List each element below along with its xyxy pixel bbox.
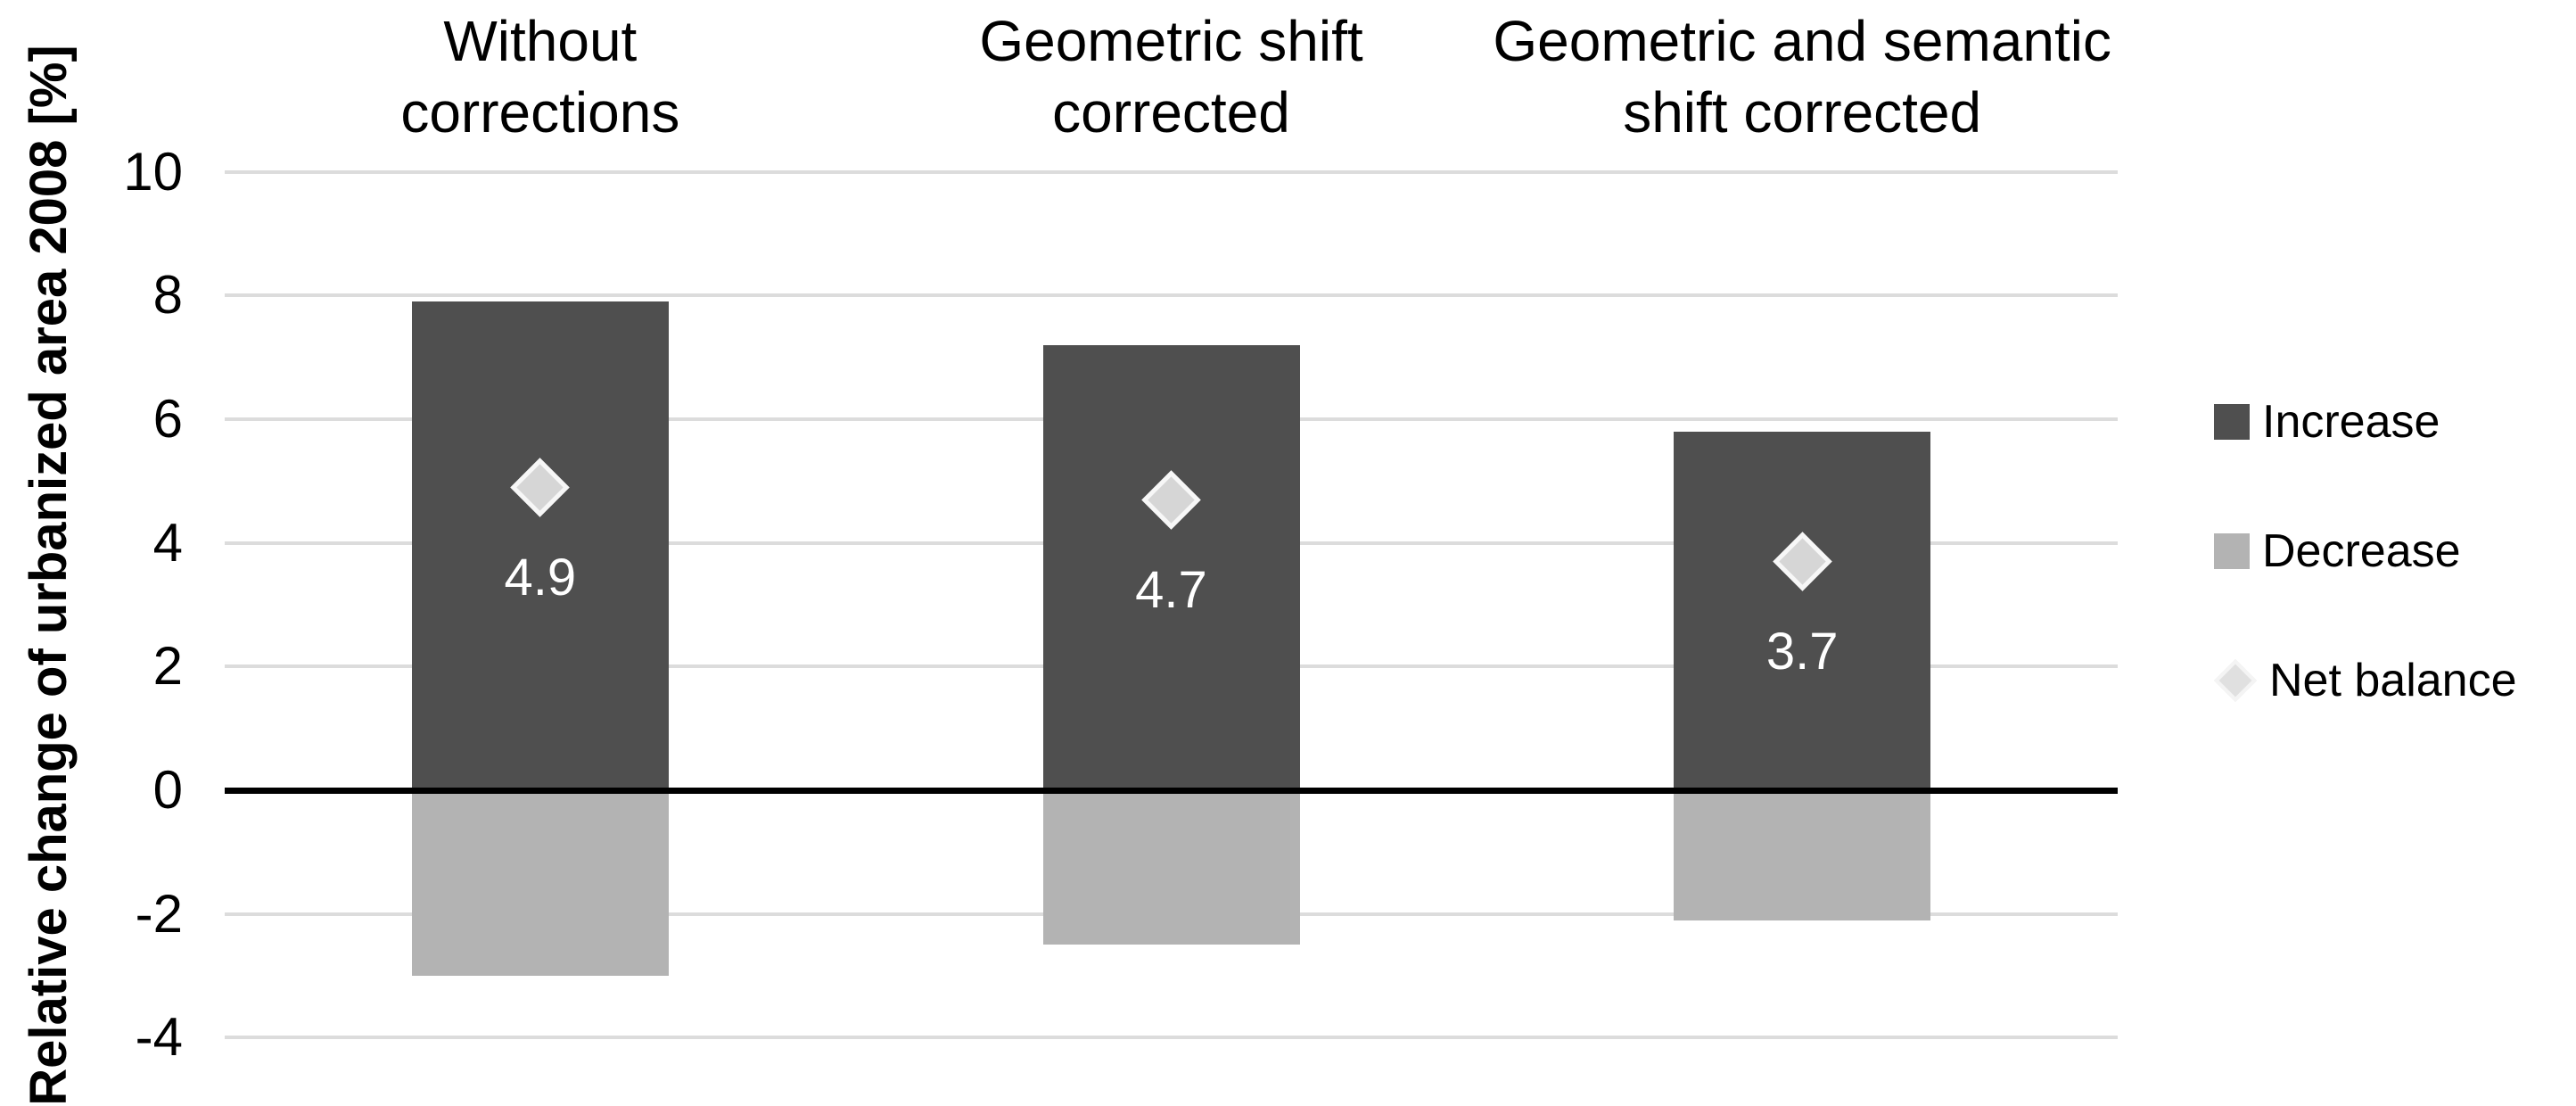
increase-bar — [1042, 344, 1300, 790]
y-tick-label: 8 — [152, 265, 183, 326]
y-tick-label: 2 — [152, 636, 183, 697]
y-tick-label: 6 — [152, 388, 183, 449]
y-tick-label: 10 — [123, 141, 183, 202]
legend-item-net-balance: Net balance — [2213, 654, 2517, 707]
legend-item-decrease: Decrease — [2214, 524, 2461, 578]
y-tick-label: -4 — [135, 1007, 183, 1068]
net-balance-label: 3.7 — [1765, 623, 1839, 681]
net-balance-label: 4.9 — [504, 549, 577, 607]
y-tick-label: 4 — [152, 512, 183, 573]
net-balance-marker-icon — [2213, 658, 2258, 703]
category-header: Without corrections — [400, 9, 680, 144]
decrease-bar — [1042, 790, 1300, 945]
category-header: Geometric shift corrected — [979, 9, 1363, 144]
legend-label: Net balance — [2269, 655, 2517, 706]
decrease-swatch-icon — [2214, 533, 2250, 569]
net-balance-label: 4.7 — [1135, 561, 1207, 620]
decrease-bar — [411, 790, 669, 977]
gridline — [225, 293, 2118, 298]
legend-item-increase: Increase — [2214, 395, 2440, 449]
zero-line — [225, 788, 2118, 794]
gridline — [225, 1036, 2118, 1040]
gridline — [225, 169, 2118, 174]
increase-swatch-icon — [2214, 404, 2250, 440]
y-tick-label: 0 — [152, 760, 183, 820]
increase-bar — [1674, 431, 1931, 790]
legend-label: Increase — [2262, 396, 2440, 448]
diamond-icon — [2213, 658, 2258, 703]
decrease-bar — [1674, 790, 1931, 920]
y-tick-label: -2 — [135, 883, 183, 944]
legend-label: Decrease — [2262, 525, 2461, 577]
category-header: Geometric and semantic shift corrected — [1493, 9, 2111, 144]
increase-bar — [411, 301, 669, 790]
